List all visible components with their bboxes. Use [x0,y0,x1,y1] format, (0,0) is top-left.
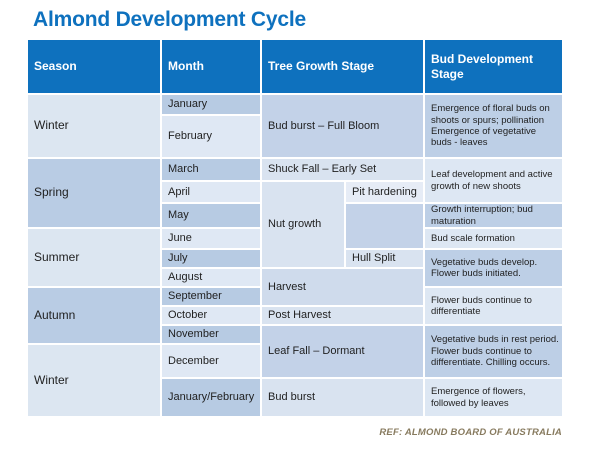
bud-stage-cell-bud-scale-formation: Bud scale formation [425,229,562,248]
tree-stage-cell-harvest: Harvest [262,269,423,305]
month-cell-march: March [162,159,260,180]
month-cell-may: May [162,204,260,227]
bud-stage-cell-rest-period: Vegetative buds in rest period. Flower b… [425,326,562,377]
season-cell-autumn: Autumn [28,288,160,343]
tree-stage-cell-bud-burst-full-bloom: Bud burst – Full Bloom [262,95,423,157]
season-cell-winter-1: Winter [28,95,160,157]
month-cell-september: September [162,288,260,305]
tree-stage-cell-nut-growth: Nut growth [262,182,344,267]
month-cell-july: July [162,250,260,267]
tree-stage-cell-shuck-fall-early-set: Shuck Fall – Early Set [262,159,423,180]
header-cell-season: Season [28,40,160,93]
bud-stage-cell-floral-buds: Emergence of floral buds on shoots or sp… [425,95,562,157]
header-cell-month: Month [162,40,260,93]
month-cell-october: October [162,307,260,324]
tree-stage-cell-bud-burst: Bud burst [262,379,423,416]
month-cell-january: January [162,95,260,114]
header-cell-tree-growth-stage: Tree Growth Stage [262,40,423,93]
month-cell-january-february: January/February [162,379,260,416]
tree-stage-cell-post-harvest: Post Harvest [262,307,423,324]
month-cell-december: December [162,345,260,377]
tree-stage-cell-empty [346,204,423,248]
season-cell-summer: Summer [28,229,160,286]
season-cell-winter-2: Winter [28,345,160,416]
bud-stage-cell-vegetative-develop: Vegetative buds develop. Flower buds ini… [425,250,562,286]
reference-text: REF: ALMOND BOARD OF AUSTRALIA [379,427,562,438]
season-cell-spring: Spring [28,159,160,227]
bud-stage-cell-growth-interruption: Growth interruption; bud maturation [425,204,562,227]
bud-stage-cell-flower-differentiate: Flower buds continue to differentiate [425,288,562,324]
month-cell-april: April [162,182,260,202]
bud-stage-cell-leaf-development: Leaf development and active growth of ne… [425,159,562,202]
month-cell-august: August [162,269,260,286]
month-cell-june: June [162,229,260,248]
tree-stage-cell-pit-hardening: Pit hardening [346,182,423,202]
header-cell-bud-development-stage: Bud Development Stage [425,40,562,93]
page-title: Almond Development Cycle [33,8,306,31]
month-cell-november: November [162,326,260,343]
almond-cycle-table: Season Month Tree Growth Stage Bud Devel… [28,40,562,416]
bud-stage-cell-emergence-flowers: Emergence of flowers, followed by leaves [425,379,562,416]
tree-stage-cell-leaf-fall-dormant: Leaf Fall – Dormant [262,326,423,377]
month-cell-february: February [162,116,260,157]
tree-stage-cell-hull-split: Hull Split [346,250,423,267]
